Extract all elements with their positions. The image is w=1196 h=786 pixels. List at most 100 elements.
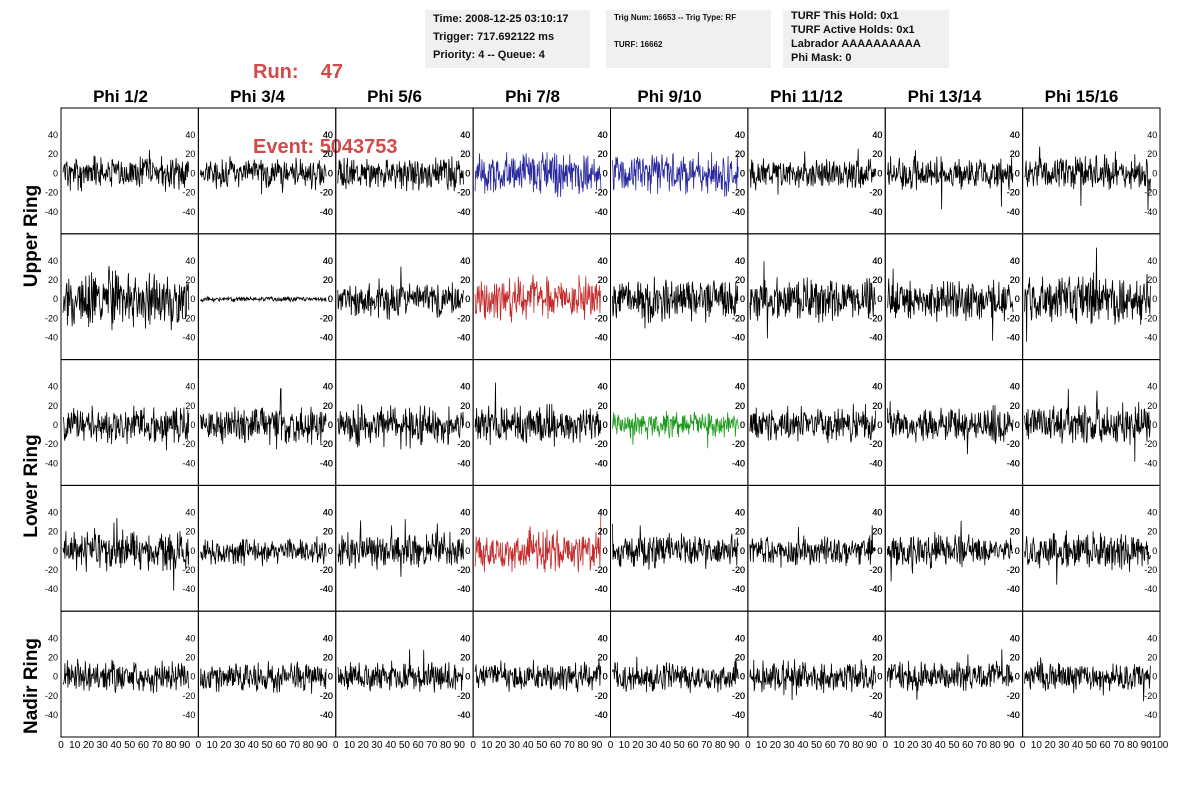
y-tick-label: -20 <box>320 313 333 323</box>
y-tick-label: -40 <box>320 458 333 468</box>
y-tick-label: -20 <box>869 188 882 198</box>
waveform-r2-c1 <box>200 387 327 450</box>
y-tick-label: 40 <box>1147 507 1157 517</box>
x-tick-label: 70 <box>838 740 850 751</box>
y-tick-label: -20 <box>869 439 882 449</box>
x-tick-label: 10 <box>481 740 493 751</box>
y-tick-label: 20 <box>598 527 608 537</box>
y-tick-label: 0 <box>603 546 608 556</box>
y-tick-label: 20 <box>460 401 470 411</box>
y-tick-label: 20 <box>872 401 882 411</box>
y-tick-label: 20 <box>323 275 333 285</box>
y-tick-label: 20 <box>872 401 882 411</box>
y-tick-label: -40 <box>457 710 470 720</box>
y-tick-label: 40 <box>735 633 745 643</box>
waveform-r0-c0 <box>62 149 190 192</box>
y-tick-label: 20 <box>460 275 470 285</box>
y-tick-label: 20 <box>735 652 745 662</box>
waveform-r2-c5 <box>749 403 876 444</box>
y-tick-label: -20 <box>869 565 882 575</box>
y-tick-label: 0 <box>603 294 608 304</box>
y-tick-label: 0 <box>1152 672 1157 682</box>
y-tick-label: 20 <box>1010 149 1020 159</box>
x-tick-label: 20 <box>220 740 232 751</box>
y-tick-label: -40 <box>1007 458 1020 468</box>
y-tick-label: 20 <box>872 652 882 662</box>
y-tick-label: -20 <box>1144 313 1157 323</box>
waveform-r4-c7 <box>1024 657 1151 702</box>
y-tick-label: -20 <box>45 439 58 449</box>
waveform-r3-c2 <box>337 519 464 577</box>
x-tick-label: 60 <box>550 740 562 751</box>
y-tick-label: 20 <box>872 275 882 285</box>
y-tick-label: -40 <box>320 584 333 594</box>
y-tick-label: 20 <box>460 652 470 662</box>
y-tick-label: -20 <box>457 691 470 701</box>
y-tick-label: -20 <box>457 188 470 198</box>
y-tick-label: 0 <box>190 546 195 556</box>
y-tick-label: 0 <box>740 672 745 682</box>
y-tick-label: 20 <box>735 149 745 159</box>
y-tick-label: -40 <box>595 333 608 343</box>
x-tick-label: 10 <box>619 740 631 751</box>
y-tick-label: -40 <box>869 207 882 217</box>
x-tick-label: 80 <box>303 740 315 751</box>
y-tick-label: 20 <box>598 652 608 662</box>
phi-label-1: Phi 1/2 <box>93 87 148 106</box>
x-tick-label: 50 <box>948 740 960 751</box>
x-tick-label: 70 <box>1113 740 1125 751</box>
y-tick-label: -40 <box>1144 333 1157 343</box>
y-tick-label: -20 <box>1007 313 1020 323</box>
waveform-r1-c3 <box>474 274 602 323</box>
run-event-header: Run: 47 Event: 5043753 <box>253 10 398 185</box>
waveform-r3-c5 <box>749 525 876 568</box>
y-tick-label: -40 <box>45 710 58 720</box>
y-tick-label: 0 <box>740 168 745 178</box>
y-tick-label: 20 <box>323 652 333 662</box>
y-tick-label: 20 <box>323 527 333 537</box>
x-tick-label: 70 <box>152 740 164 751</box>
x-tick-label: 60 <box>1099 740 1111 751</box>
x-tick-label: 30 <box>784 740 796 751</box>
y-tick-label: -20 <box>320 188 333 198</box>
y-tick-label: -20 <box>320 691 333 701</box>
y-tick-label: 40 <box>1010 382 1020 392</box>
x-tick-label: 0 <box>1020 740 1026 751</box>
y-tick-label: -40 <box>320 207 333 217</box>
y-tick-label: 20 <box>598 149 608 159</box>
y-tick-label: 20 <box>185 401 195 411</box>
x-tick-label: 0 <box>333 740 339 751</box>
y-tick-label: -40 <box>45 207 58 217</box>
y-tick-label: -20 <box>869 565 882 575</box>
y-tick-label: 40 <box>872 256 882 266</box>
waveform-r0-c4 <box>612 151 739 197</box>
y-tick-label: 20 <box>460 652 470 662</box>
y-tick-label: 40 <box>1010 507 1020 517</box>
phi-label-5: Phi 9/10 <box>637 87 702 106</box>
y-tick-label: -20 <box>45 565 58 575</box>
y-tick-label: -40 <box>1007 710 1020 720</box>
y-tick-label: 20 <box>460 401 470 411</box>
y-tick-label: -20 <box>1007 439 1020 449</box>
y-tick-label: -20 <box>457 439 470 449</box>
y-tick-label: 40 <box>460 633 470 643</box>
run-value: 47 <box>320 61 344 83</box>
y-tick-label: 40 <box>735 633 745 643</box>
x-tick-label: 80 <box>577 740 589 751</box>
y-tick-label: 40 <box>323 633 333 643</box>
y-tick-label: 0 <box>740 420 745 430</box>
y-tick-label: -40 <box>732 458 745 468</box>
y-tick-label: 40 <box>323 633 333 643</box>
phimask-text: Phi Mask: 0 <box>791 52 852 64</box>
y-tick-label: 20 <box>597 527 607 537</box>
y-tick-label: 20 <box>1147 149 1157 159</box>
y-tick-label: 40 <box>872 507 882 517</box>
x-tick-label: 10 <box>756 740 768 751</box>
y-tick-label: -40 <box>732 584 745 594</box>
waveform-r4-c1 <box>200 661 327 694</box>
y-tick-label: -40 <box>457 207 470 217</box>
y-tick-label: 40 <box>735 507 745 517</box>
y-tick-label: -40 <box>594 333 607 343</box>
x-tick-label: 20 <box>907 740 919 751</box>
y-tick-label: -40 <box>869 333 882 343</box>
